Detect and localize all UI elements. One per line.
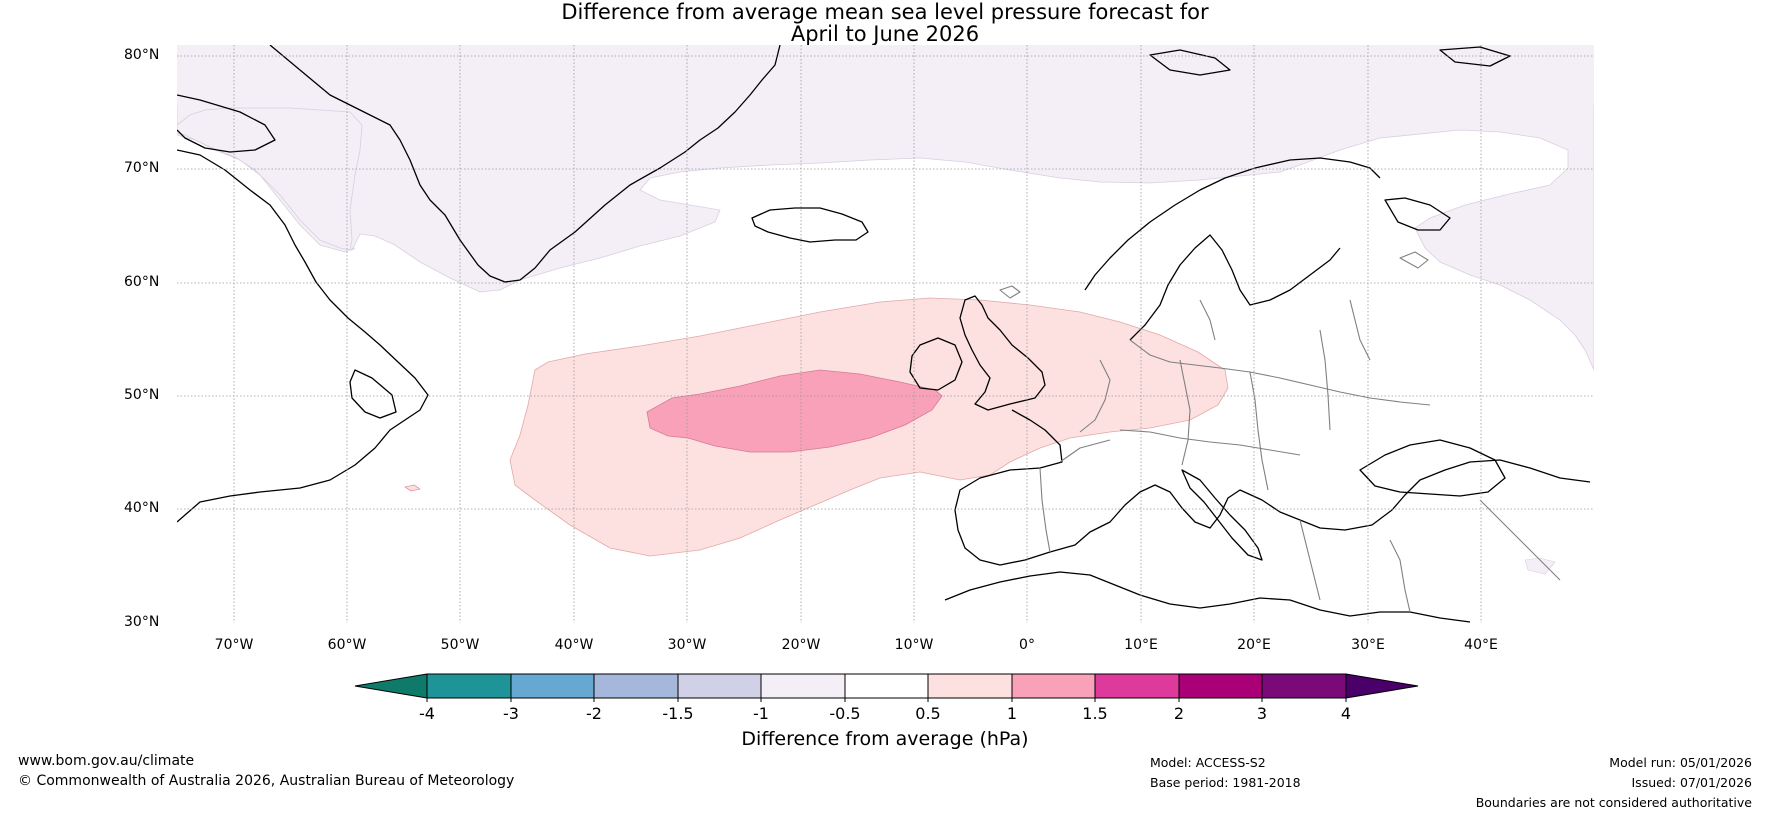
coastline-greenland	[269, 45, 781, 283]
coastline-north-africa	[944, 571, 1471, 623]
graticule	[177, 45, 1594, 623]
lat-label: 30°N	[124, 614, 160, 630]
lat-label: 70°N	[124, 160, 160, 176]
lon-label: 30°W	[667, 637, 707, 653]
base-period-text: Base period: 1981-2018	[1150, 775, 1301, 790]
colorbar-segment	[678, 674, 761, 698]
model-text: Model: ACCESS-S2	[1150, 755, 1266, 770]
colorbar-segment	[511, 674, 594, 698]
colorbar-tick-label: 4	[1340, 704, 1352, 723]
lon-label: 40°W	[554, 637, 594, 653]
lon-label: 50°W	[440, 637, 480, 653]
colorbar-segment	[594, 674, 678, 698]
colorbar-segment	[1012, 674, 1095, 698]
coastline-sweden-finland	[1129, 234, 1341, 341]
coastline-lakes	[999, 251, 1429, 299]
lon-label: 10°E	[1124, 637, 1158, 653]
website-link[interactable]: www.bom.gov.au/climate	[18, 753, 195, 769]
lat-label: 80°N	[124, 47, 160, 63]
colorbar-tick-label: -4	[419, 704, 435, 723]
colorbar-segment	[1095, 674, 1179, 698]
colorbar-tick-label: 0.5	[915, 704, 941, 723]
colorbar-segment	[845, 674, 928, 698]
coastline-kola	[1384, 197, 1451, 231]
lon-label: 20°E	[1237, 637, 1271, 653]
lat-label: 50°N	[124, 387, 160, 403]
copyright-text: © Commonwealth of Australia 2026, Austra…	[18, 773, 515, 789]
coastline-iceland	[751, 207, 869, 243]
colorbar-segment	[928, 674, 1012, 698]
lon-label: 70°W	[214, 637, 254, 653]
anomaly-region-negative-arctic-band	[177, 45, 1594, 105]
anomaly-region-negative-north	[177, 45, 1594, 371]
colorbar-segment	[1179, 674, 1262, 698]
anomaly-region-positive-core	[646, 369, 943, 453]
coastline-newfoundland	[349, 369, 397, 419]
chart-title-line1: Difference from average mean sea level p…	[561, 0, 1209, 24]
colorbar-tick-label: 3	[1256, 704, 1268, 723]
colorbar-tick-label: 2	[1173, 704, 1185, 723]
colorbar	[354, 673, 1419, 702]
colorbar-segment	[427, 674, 511, 698]
coastline-arctic-islands	[1149, 46, 1511, 76]
colorbar-segment	[1262, 674, 1346, 698]
coastline-black-sea	[1359, 439, 1506, 497]
chart-title-line2: April to June 2026	[790, 22, 980, 46]
lon-label: 0°	[1019, 637, 1035, 653]
coastline-ireland	[909, 337, 963, 391]
colorbar-tick-label: -1.5	[662, 704, 694, 723]
colorbar-tick-label: 1	[1006, 704, 1018, 723]
colorbar-tick-label: -2	[586, 704, 602, 723]
colorbar-title: Difference from average (hPa)	[741, 728, 1029, 750]
colorbar-tick-label: -0.5	[829, 704, 861, 723]
colorbar-extend-low	[355, 674, 427, 698]
coastline-norway	[1084, 157, 1381, 291]
colorbar-extend-high	[1346, 674, 1418, 698]
colorbar-tick-label: -3	[503, 704, 519, 723]
coastline-canada	[177, 149, 429, 523]
border-lines	[1039, 299, 1561, 613]
lon-label: 30°E	[1351, 637, 1385, 653]
colorbar-tick-label: 1.5	[1082, 704, 1108, 723]
anomaly-spot	[1524, 557, 1556, 575]
coastline-europe	[954, 409, 1591, 566]
lon-label: 10°W	[894, 637, 934, 653]
lon-label: 60°W	[327, 637, 367, 653]
disclaimer-text: Boundaries are not considered authoritat…	[1475, 795, 1752, 810]
coastline-baffin	[177, 94, 276, 153]
colorbar-tick-label: -1	[753, 704, 769, 723]
colorbar-segment	[761, 674, 845, 698]
lon-label: 20°W	[781, 637, 821, 653]
lon-label: 40°E	[1464, 637, 1498, 653]
issued-text: Issued: 07/01/2026	[1631, 775, 1753, 790]
model-run-text: Model run: 05/01/2026	[1609, 755, 1752, 770]
anomaly-spot	[404, 484, 421, 492]
coastline-italy	[1181, 469, 1263, 561]
lat-label: 60°N	[124, 274, 160, 290]
coastline-great-britain	[959, 295, 1046, 411]
lat-label: 40°N	[124, 500, 160, 516]
